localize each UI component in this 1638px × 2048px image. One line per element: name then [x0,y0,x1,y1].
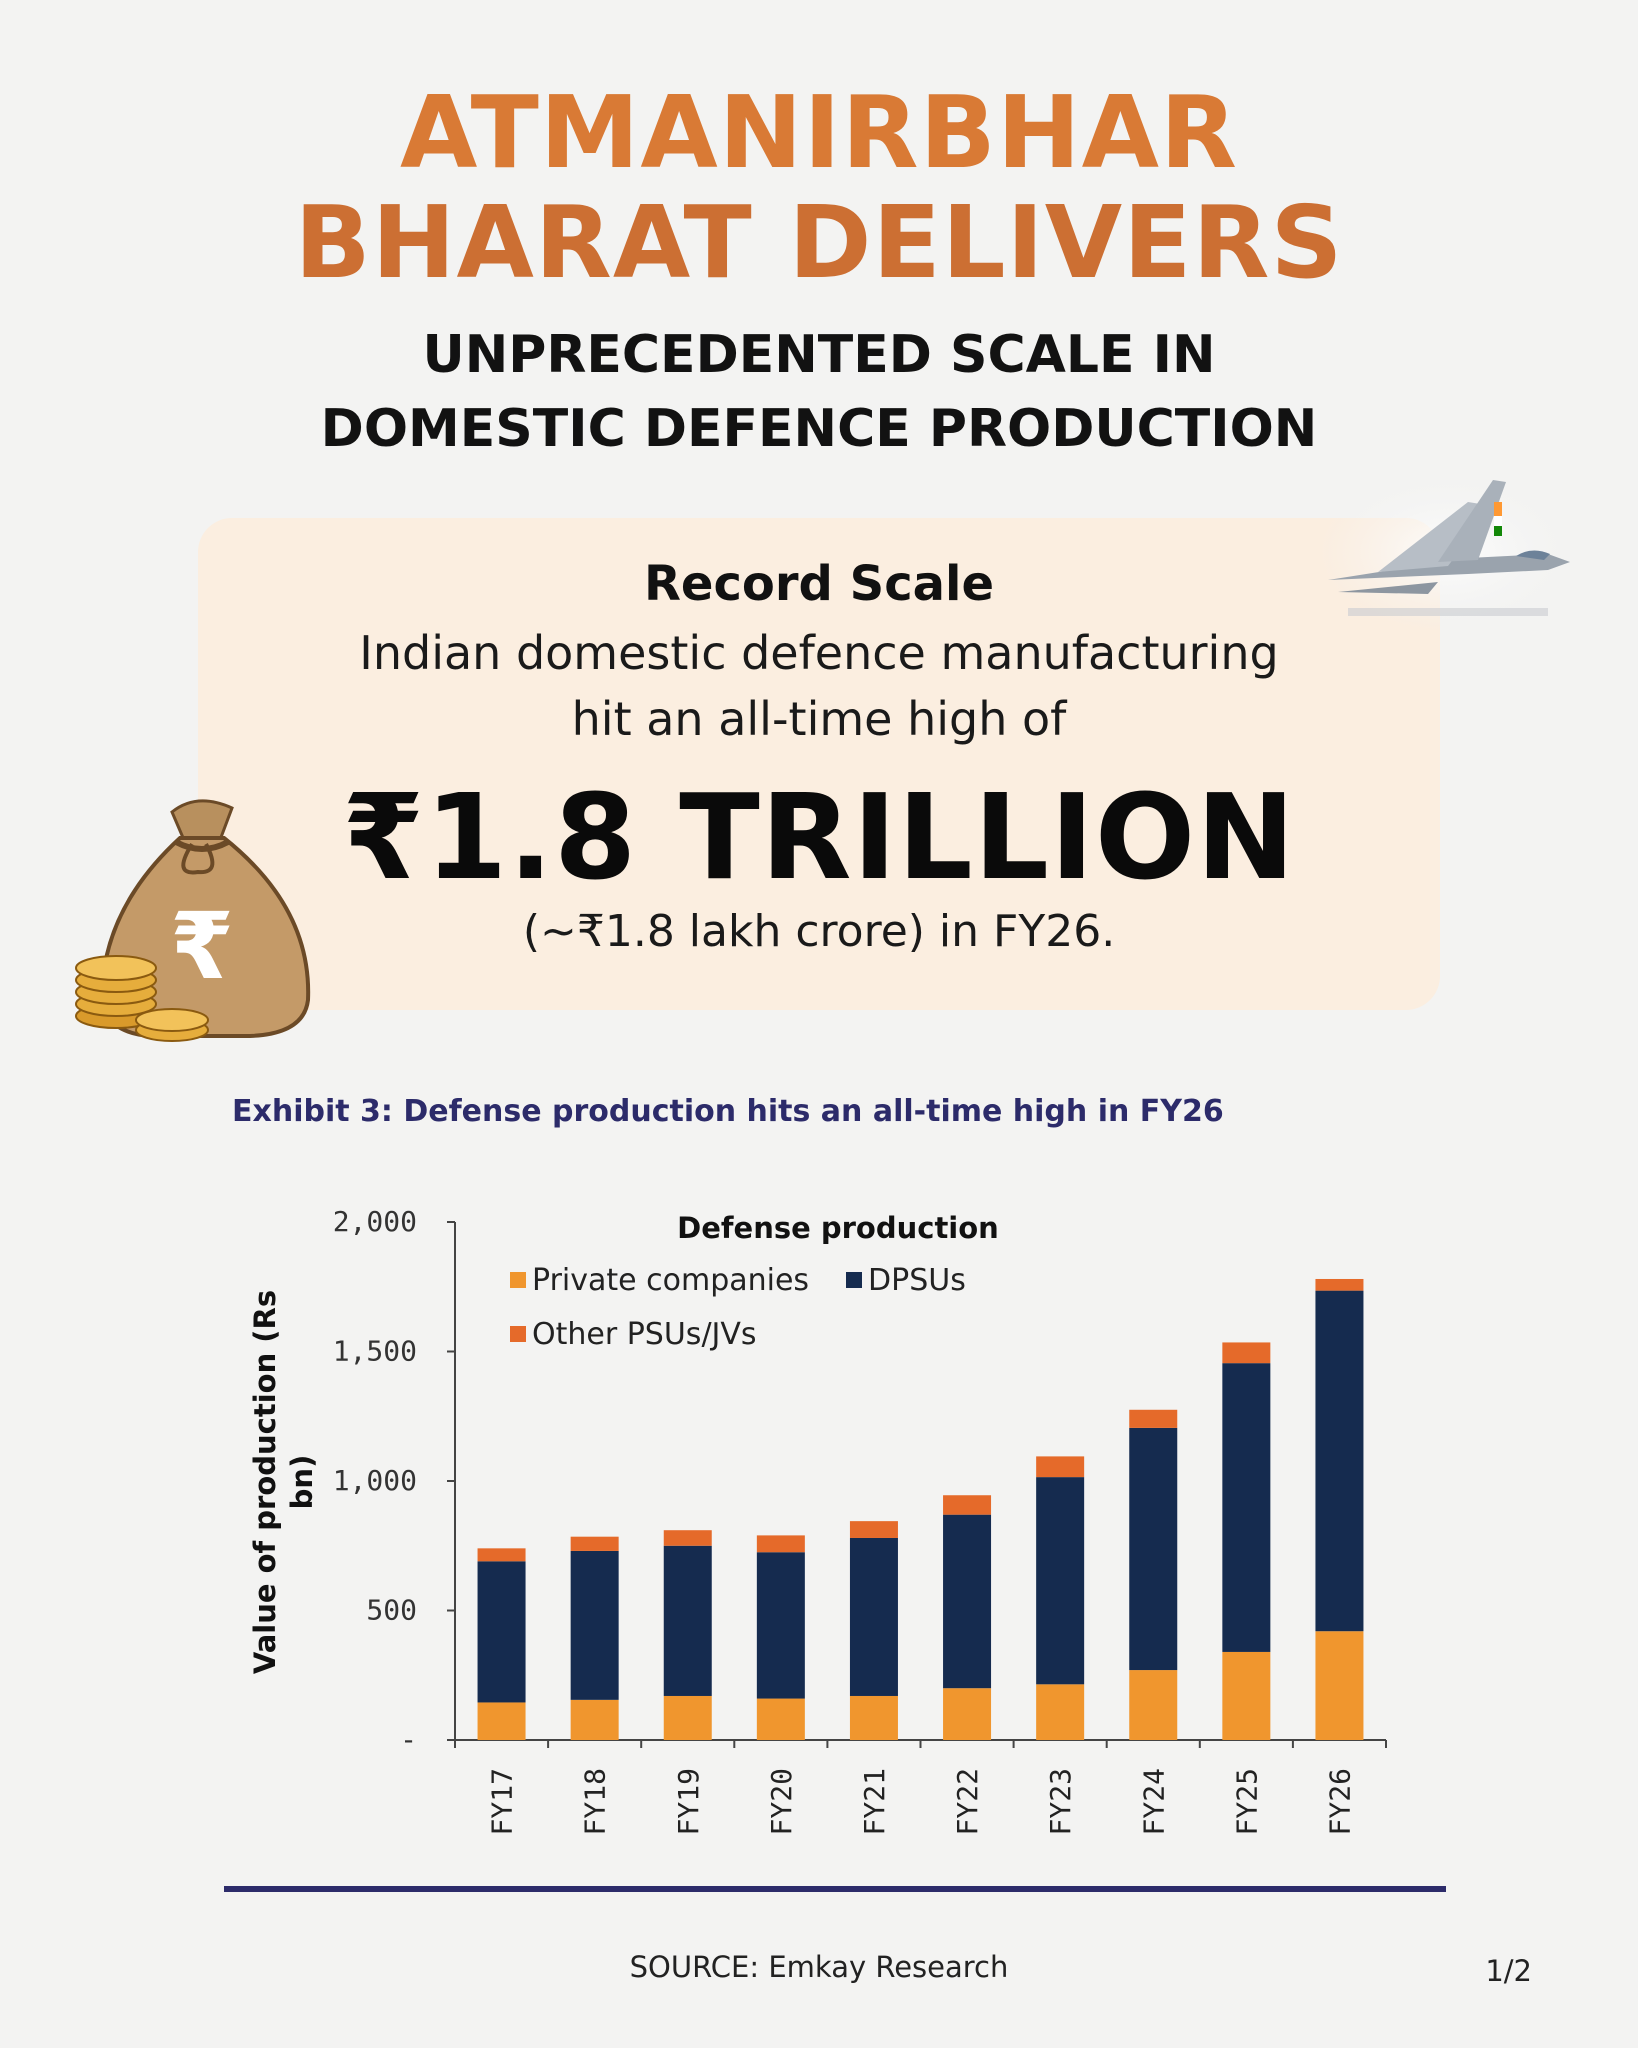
bar-private-companies-fy25 [1222,1651,1271,1740]
card-title: Record Scale [643,556,995,612]
subheadline-line-1: UNPRECEDENTED SCALE IN [422,325,1216,385]
bar-private-companies-fy21 [849,1695,898,1740]
bar-private-companies-fy26 [1315,1631,1364,1740]
exhibit-title: Exhibit 3: Defense production hits an al… [232,1094,1224,1129]
bar-dpsus-fy26 [1315,1290,1364,1632]
bar-dpsus-fy22 [943,1514,992,1689]
subheadline: UNPRECEDENTED SCALE IN DOMESTIC DEFENCE … [0,318,1638,466]
chart-title: Defense production [677,1211,999,1245]
source-note: SOURCE: Emkay Research [629,1950,1009,1984]
fighter-jet-icon [1318,472,1578,632]
legend-swatch [510,1272,526,1288]
headline: ATMANIRBHAR BHARAT DELIVERS [0,78,1638,298]
x-tick-label: FY23 [1044,1768,1077,1835]
y-tick-label: - [400,1723,417,1756]
x-tick-label: FY26 [1323,1768,1356,1835]
bar-other-psus-jvs-fy20 [756,1535,805,1553]
y-tick-label: 2,000 [333,1205,417,1238]
bag-rupee-symbol: ₹ [170,893,234,1000]
bar-other-psus-jvs-fy25 [1222,1342,1271,1364]
bar-other-psus-jvs-fy19 [663,1530,712,1546]
coin-stack-icon [75,955,209,1042]
bar-private-companies-fy17 [477,1702,526,1740]
legend-label: Other PSUs/JVs [532,1317,757,1352]
x-tick-label: FY18 [579,1768,612,1835]
bar-dpsus-fy25 [1222,1363,1271,1652]
bar-dpsus-fy19 [663,1545,712,1696]
card-body-line-2: hit an all-time high of [571,692,1067,746]
bar-dpsus-fy21 [849,1537,898,1696]
headline-line-1: ATMANIRBHAR [400,74,1238,191]
bar-other-psus-jvs-fy18 [570,1536,619,1551]
bar-dpsus-fy24 [1129,1427,1178,1671]
bar-private-companies-fy24 [1129,1670,1178,1740]
x-tick-label: FY22 [951,1768,984,1835]
legend-label: DPSUs [868,1263,966,1298]
subheadline-line-2: DOMESTIC DEFENCE PRODUCTION [320,399,1318,459]
x-tick-label: FY24 [1137,1768,1170,1835]
page-number: 1/2 [1485,1954,1532,1988]
x-tick-label: FY19 [672,1768,705,1835]
legend-swatch [510,1326,526,1342]
card-body-line-1: Indian domestic defence manufacturing [359,626,1279,680]
bar-private-companies-fy18 [570,1699,619,1740]
x-tick-label: FY20 [765,1768,798,1835]
card-body: Indian domestic defence manufacturing hi… [198,620,1440,752]
bar-dpsus-fy18 [570,1550,619,1700]
bar-dpsus-fy20 [756,1552,805,1699]
headline-line-2: BHARAT DELIVERS [294,184,1344,301]
legend-label: Private companies [532,1263,809,1298]
bar-other-psus-jvs-fy21 [849,1521,898,1538]
x-tick-label: FY17 [486,1768,519,1835]
bar-dpsus-fy23 [1036,1477,1085,1685]
y-axis-title-line-2: bn) [285,1455,319,1510]
bar-private-companies-fy20 [756,1698,805,1740]
card-value: ₹1.8 TRILLION [342,768,1296,906]
y-tick-label: 1,000 [333,1464,417,1497]
bar-other-psus-jvs-fy23 [1036,1456,1085,1478]
y-tick-label: 1,500 [333,1335,417,1368]
card-note: (~₹1.8 lakh crore) in FY26. [522,906,1116,957]
x-tick-label: FY25 [1230,1768,1263,1835]
bar-other-psus-jvs-fy24 [1129,1409,1178,1428]
y-axis-title-line-1: Value of production (Rs [248,1290,282,1674]
bar-other-psus-jvs-fy22 [943,1495,992,1515]
bar-other-psus-jvs-fy26 [1315,1278,1364,1291]
bar-private-companies-fy19 [663,1695,712,1740]
defense-production-chart: - 500 1,000 1,500 2,000 FY17 FY18 FY19 FY20 FY21 F… [248,1205,1387,1835]
bar-private-companies-fy23 [1036,1684,1085,1740]
divider [224,1886,1446,1892]
bar-dpsus-fy17 [477,1561,526,1703]
y-tick-label: 500 [366,1594,417,1627]
bar-private-companies-fy22 [943,1688,992,1740]
money-bag-icon: ₹ [75,799,311,1042]
highlight-card [198,518,1440,1010]
legend-swatch [846,1272,862,1288]
bar-other-psus-jvs-fy17 [477,1548,526,1562]
x-tick-label: FY21 [858,1768,891,1835]
